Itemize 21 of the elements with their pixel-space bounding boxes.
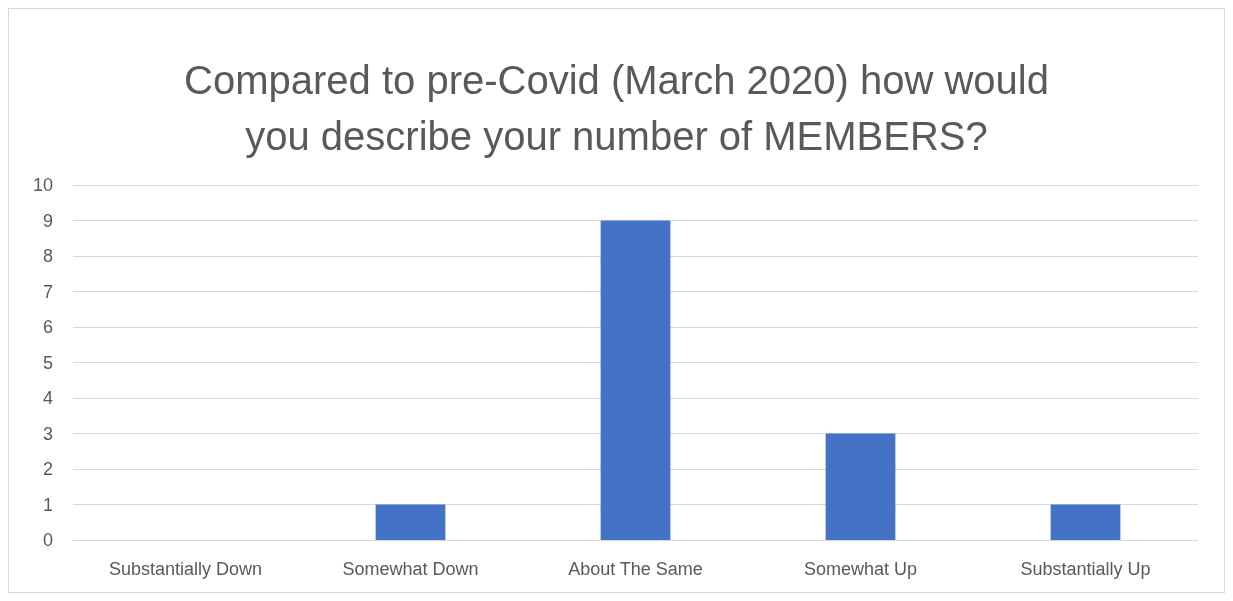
x-tick-label: Somewhat Down xyxy=(342,559,479,579)
y-tick-label: 3 xyxy=(42,423,53,444)
y-tick-label: 6 xyxy=(42,317,53,337)
bar xyxy=(825,433,896,540)
bar xyxy=(1050,504,1121,540)
y-tick-label: 5 xyxy=(42,352,53,373)
y-tick-label: 1 xyxy=(42,494,53,515)
y-tick-label: 10 xyxy=(32,175,53,195)
y-tick-label: 2 xyxy=(42,459,53,479)
x-tick-label: Substantially Down xyxy=(108,559,263,579)
x-tick-label: Substantially Up xyxy=(1020,559,1151,579)
x-tick-label: About The Same xyxy=(568,559,703,579)
y-tick-label: 7 xyxy=(42,281,53,302)
y-tick-label: 4 xyxy=(42,388,53,408)
bar xyxy=(600,220,671,540)
y-tick-label: 0 xyxy=(42,530,53,550)
x-tick-label: Somewhat Up xyxy=(803,559,918,579)
y-tick-label: 8 xyxy=(42,246,53,266)
chart-title: Compared to pre-Covid (March 2020) how would you describe your number of MEMBERS? xyxy=(184,58,1049,158)
y-tick-label: 9 xyxy=(42,210,53,231)
bar xyxy=(375,504,446,540)
